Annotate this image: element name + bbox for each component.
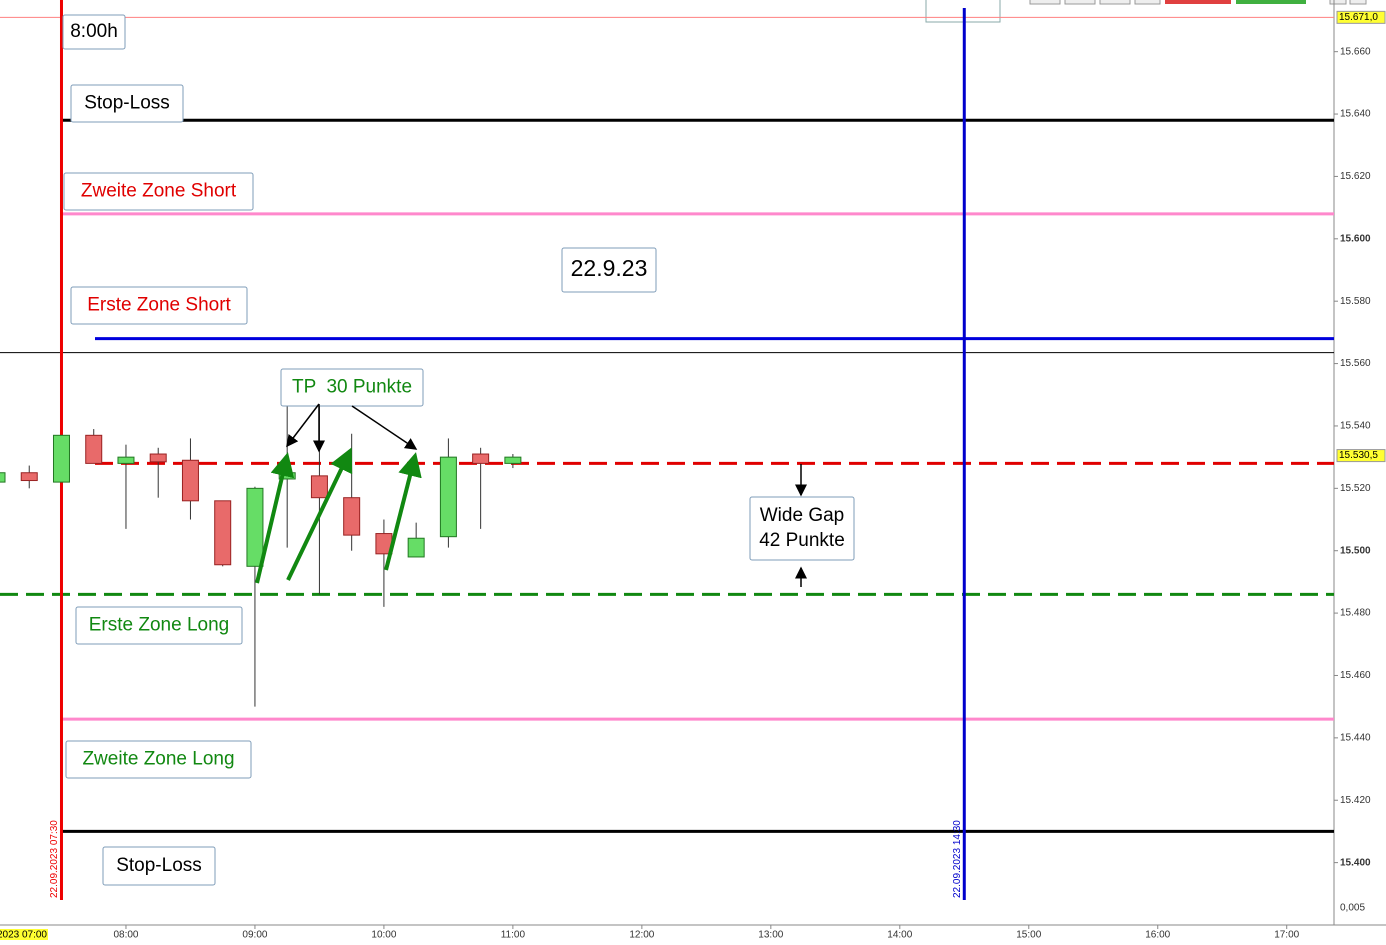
annotation-text: TP 30 Punkte [292, 377, 412, 398]
arrows [255, 403, 807, 587]
candle-body [149, 453, 167, 463]
candle-body [407, 537, 425, 558]
x-tick-label: 15:00 [1016, 930, 1041, 940]
annotation-box [62, 14, 126, 50]
y-tick-label: 15.400 [1340, 857, 1371, 868]
arrow [351, 405, 418, 450]
annotation-text: 8:00h [70, 21, 118, 42]
arrow [255, 452, 295, 584]
x-tick-label: 10:00 [371, 930, 396, 940]
annotation-text: 42 Punkte [759, 530, 845, 551]
annotation-box [70, 286, 248, 325]
x-tick-label: 17:00 [1274, 930, 1299, 940]
candle-body [310, 475, 328, 499]
x-tick-label: 14:00 [887, 930, 912, 940]
time-line-label: 22.09.2023 14:30 [952, 820, 963, 898]
x-tick-label: 12:00 [629, 930, 654, 940]
annotation-text: Zweite Zone Short [81, 181, 237, 202]
y-tick-label: 15.560 [1340, 358, 1371, 369]
y-tick-label: 15.520 [1340, 483, 1371, 494]
annotation-text: Erste Zone Short [87, 295, 231, 316]
arrow [286, 447, 353, 581]
annotation-box [75, 606, 243, 645]
annotation-text: Stop-Loss [116, 855, 202, 876]
price-label: 15.671,0 [1339, 12, 1378, 23]
y-tick-label: 15.460 [1340, 670, 1371, 681]
candle-body [20, 472, 38, 482]
annotation-text: Zweite Zone Long [82, 749, 234, 770]
x-tick-label: 11:00 [501, 930, 526, 940]
y-tick-label: 15.580 [1340, 296, 1371, 307]
y-tick-label: 15.540 [1340, 421, 1371, 432]
buy-button[interactable] [1236, 0, 1306, 4]
price-label-box [1336, 10, 1386, 24]
y-tick-label: 15.640 [1340, 109, 1371, 120]
annotation-text: Stop-Loss [84, 93, 170, 114]
candle-body [343, 497, 361, 536]
toolbar-button[interactable] [1029, 0, 1061, 5]
toolbar-button[interactable] [1064, 0, 1096, 5]
price-label-box [1336, 449, 1386, 463]
candle-body [472, 453, 490, 464]
toolbar [925, 0, 1367, 23]
y-tick-label: 15.480 [1340, 608, 1371, 619]
x-tick-label: 09:00 [242, 930, 267, 940]
x-tick-label-bg [0, 929, 48, 940]
y-tick-label: 15.420 [1340, 795, 1371, 806]
candle-body [214, 500, 232, 566]
y-tick-label: 15.600 [1340, 233, 1371, 244]
x-tick-label: 08:00 [113, 930, 138, 940]
arrow [384, 452, 422, 571]
annotation-box [102, 846, 216, 886]
sell-button[interactable] [1165, 0, 1231, 4]
annotation-text: 22.9.23 [571, 255, 648, 281]
toolbar-button[interactable] [1349, 0, 1367, 5]
x-tick-label: 22.09.2023 07:00 [0, 930, 47, 940]
candle-body [117, 456, 135, 464]
toolbar-button[interactable] [1134, 0, 1161, 5]
y-tick-label: 15.660 [1340, 46, 1371, 57]
candle-body [439, 456, 457, 538]
x-tick-label: 13:00 [758, 930, 783, 940]
annotation-text: Erste Zone Long [89, 615, 229, 636]
candle-body [52, 434, 70, 483]
indicator-label: 0,005 [1340, 903, 1365, 914]
annotation-box [561, 247, 657, 293]
annotation-text: Wide Gap [760, 505, 844, 526]
toolbar-button[interactable] [1329, 0, 1347, 5]
arrow [286, 403, 320, 448]
candle-body [504, 456, 522, 464]
candle-body [246, 487, 264, 567]
candle-body [85, 434, 103, 464]
y-tick-label: 15.620 [1340, 171, 1371, 182]
y-tick-label: 15.500 [1340, 545, 1371, 556]
y-tick-label: 15.440 [1340, 732, 1371, 743]
time-line-label: 22.09.2023 07:30 [49, 820, 60, 898]
price-label: 15.530,5 [1339, 450, 1378, 461]
toolbar-button[interactable] [1099, 0, 1131, 5]
x-tick-label: 16:00 [1145, 930, 1170, 940]
annotation-box [63, 172, 254, 211]
annotation-box [70, 84, 184, 123]
candle-body [181, 459, 199, 502]
candle-body [0, 472, 6, 483]
annotation-box [65, 740, 252, 779]
annotation-box [749, 496, 855, 561]
